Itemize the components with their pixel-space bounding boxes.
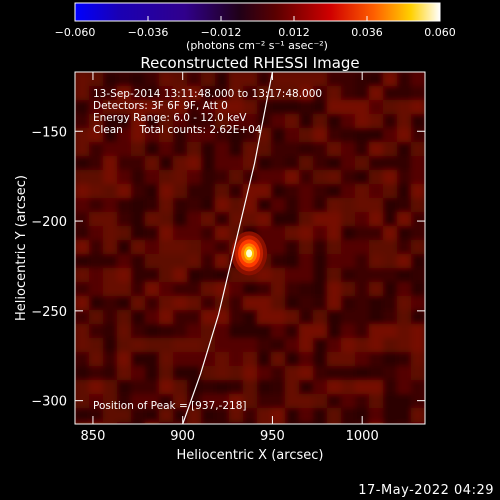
peak-position-label: Position of Peak = [937,-218] <box>93 400 247 412</box>
axis-ticks: 850 900 950 1000 −300 −250 −200 −150 <box>31 72 425 444</box>
x-tick-label: 950 <box>260 429 285 444</box>
solar-limb <box>182 72 273 424</box>
annotation-time: 13-Sep-2014 13:11:48.000 to 13:17:48.000 <box>93 88 322 100</box>
plot-frame <box>74 71 426 425</box>
date-stamp: 17-May-2022 04:29 <box>358 483 494 498</box>
flare-peak <box>246 249 253 258</box>
colorbar-tick-label: 0.036 <box>351 26 383 39</box>
colorbar <box>74 2 441 22</box>
colorbar-ticks: −0.060 −0.036 −0.012 0.012 0.036 0.060 <box>55 16 456 39</box>
y-tick-label: −250 <box>31 305 67 320</box>
x-tick-label: 1000 <box>346 429 379 444</box>
y-tick-label: −200 <box>31 215 67 230</box>
annotation-energy: Energy Range: 6.0 - 12.0 keV <box>93 112 247 124</box>
x-axis-label: Heliocentric X (arcsec) <box>177 448 324 463</box>
y-axis-label: Heliocentric Y (arcsec) <box>14 175 29 321</box>
annotation-detectors: Detectors: 3F 6F 9F, Att 0 <box>93 100 228 112</box>
x-tick-label: 900 <box>170 429 195 444</box>
x-tick-label: 850 <box>81 429 106 444</box>
colorbar-tick-label: −0.060 <box>55 26 96 39</box>
colorbar-label: (photons cm⁻² s⁻¹ asec⁻²) <box>186 39 328 52</box>
y-tick-label: −150 <box>31 125 67 140</box>
y-tick-label: −300 <box>31 395 67 410</box>
image-area <box>75 72 425 424</box>
colorbar-tick-label: 0.060 <box>424 26 456 39</box>
colorbar-tick-label: −0.012 <box>201 26 242 39</box>
chart-title: Reconstructed RHESSI Image <box>140 54 359 72</box>
colorbar-tick-label: −0.036 <box>128 26 169 39</box>
colorbar-tick-label: 0.012 <box>278 26 310 39</box>
annotation-clean: Clean Total counts: 2.62E+04 <box>93 124 262 136</box>
